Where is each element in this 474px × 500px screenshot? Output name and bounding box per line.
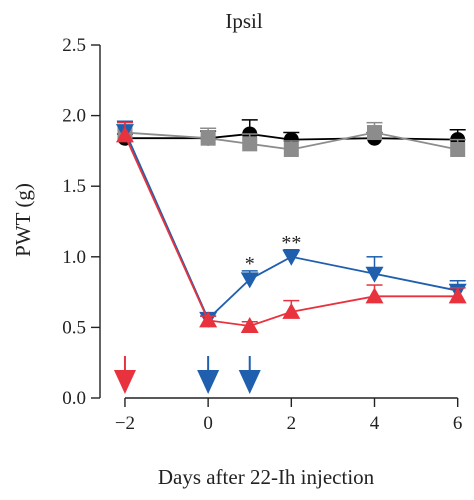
axes: 0.0 0.5 1.0 1.5 2.0 2.5 −2 0 2 4 6 [62,35,462,434]
y-axis-label: PWT (g) [11,183,35,257]
significance-marker: * [245,253,255,275]
data-point-triangle-down [240,272,259,289]
data-point-square [367,125,382,141]
event-arrow-head [197,370,220,394]
y-tick-label: 0.0 [62,388,86,409]
chart-title: Ipsil [225,9,263,33]
series-triangle-up [115,121,467,333]
x-tick-label: 2 [287,413,297,434]
series-square [116,120,466,157]
y-tick-label: 1.5 [62,176,86,197]
y-tick-label: 2.5 [62,35,86,56]
series-layer [115,119,467,333]
data-point-square [450,141,466,157]
significance-annotations: *** [245,232,302,275]
x-tick-label: −2 [115,413,135,434]
y-tick-label: 2.0 [62,106,86,127]
data-point-triangle-up [365,287,384,304]
data-point-square [200,130,216,146]
series-line [124,133,458,141]
series-line [124,131,458,151]
event-arrow-head [113,370,136,394]
y-tick-label: 0.5 [62,317,86,338]
event-arrow-head [238,370,261,394]
x-tick-label: 0 [203,413,213,434]
series-line [124,134,458,327]
data-point-triangle-up [448,287,467,304]
y-tick-label: 1.0 [62,247,86,268]
series-line [124,130,458,321]
event-arrows [113,356,261,394]
data-point-triangle-up [115,126,134,143]
x-tick-label: 4 [370,413,380,434]
data-point-triangle-up [199,311,218,328]
significance-marker: ** [281,232,301,254]
x-axis-label: Days after 22-Ih injection [158,465,375,489]
data-point-square [242,136,258,152]
data-point-triangle-down [282,249,301,266]
data-point-triangle-up [282,302,301,319]
data-point-triangle-up [240,316,259,333]
x-tick-label: 6 [453,413,463,434]
data-point-square [283,141,299,157]
data-point-triangle-down [365,266,384,283]
